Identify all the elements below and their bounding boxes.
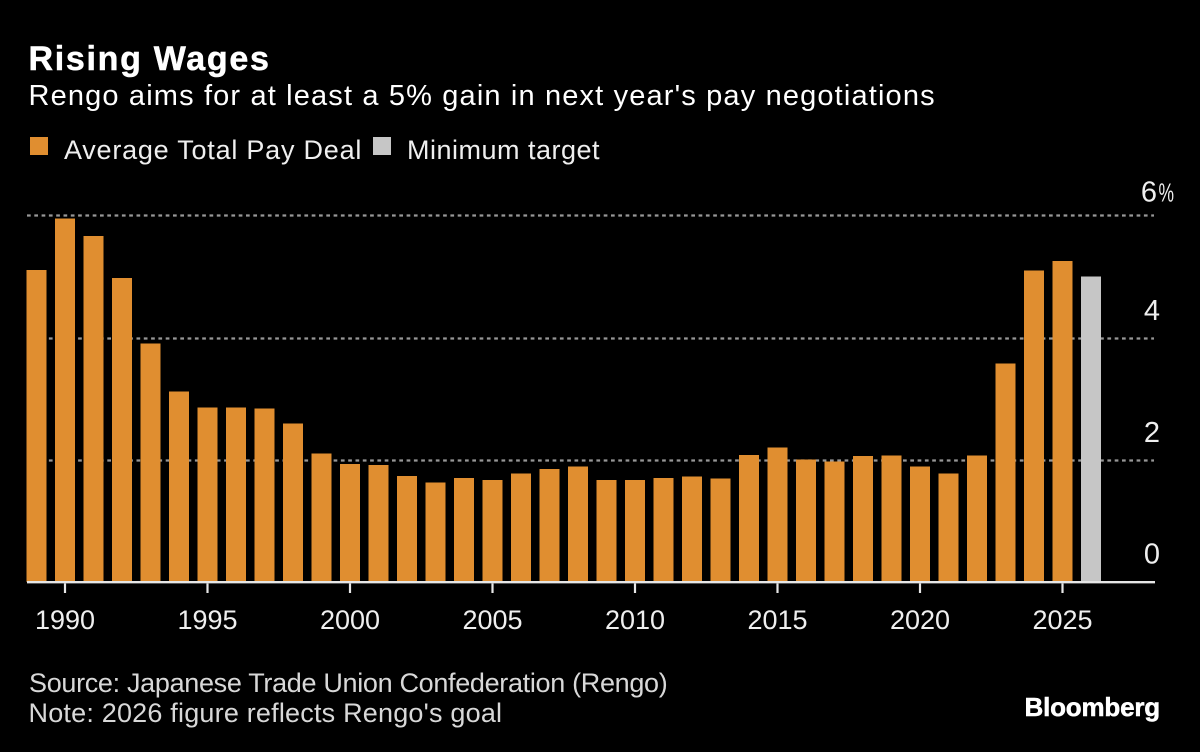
svg-text:6: 6 [1141, 177, 1157, 209]
svg-text:2005: 2005 [462, 605, 522, 635]
svg-text:2: 2 [1144, 417, 1160, 449]
svg-text:%: % [1159, 178, 1175, 208]
svg-text:2010: 2010 [605, 605, 665, 635]
svg-text:1990: 1990 [35, 605, 95, 635]
svg-text:2020: 2020 [890, 605, 950, 635]
svg-text:2000: 2000 [320, 605, 380, 635]
svg-text:2025: 2025 [1032, 605, 1092, 635]
svg-text:0: 0 [1144, 539, 1160, 571]
svg-text:1995: 1995 [177, 605, 237, 635]
svg-text:2015: 2015 [747, 605, 807, 635]
svg-text:4: 4 [1144, 295, 1160, 327]
